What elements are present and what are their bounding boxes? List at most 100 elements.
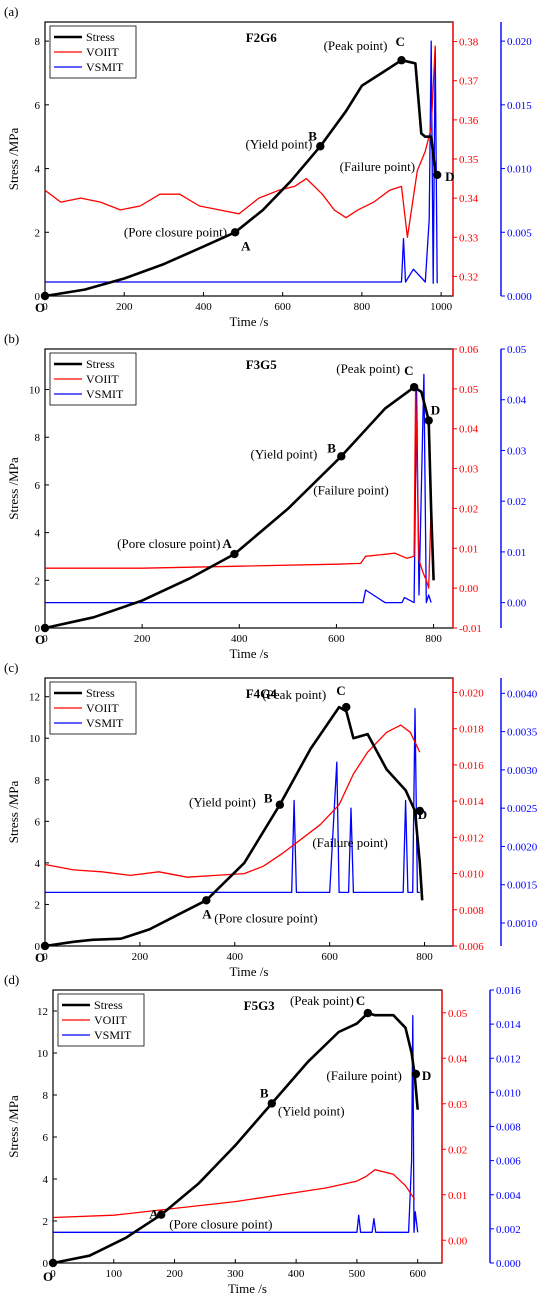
- series-line-vsmit: [53, 1014, 419, 1233]
- key-point-B: [267, 1099, 277, 1108]
- y-blue-tick-label: 0.04: [507, 395, 527, 407]
- y-left-tick-label: 6: [35, 816, 41, 828]
- panel-title: F2G6: [246, 30, 278, 45]
- x-tick-label: 300: [227, 1268, 244, 1280]
- series-line-stress: [44, 58, 439, 298]
- y-red-tick-label: 0.02: [459, 503, 478, 515]
- key-point-D: [424, 416, 433, 425]
- x-tick-label: 200: [132, 951, 149, 963]
- panel-title: F3G5: [246, 357, 278, 372]
- x-tick-label: 200: [116, 301, 133, 313]
- y-left-tick-label: 10: [37, 1048, 49, 1060]
- series-line-vsmit: [45, 40, 438, 284]
- panel-2: 0 200 400 600 800 0 2 4 6 8 10 12 0.006 0.008 0.010 0.0…: [4, 660, 538, 979]
- key-point-O: [48, 1258, 58, 1268]
- key-point-C: [409, 382, 419, 392]
- key-point-label: A: [241, 238, 251, 253]
- y-blue-tick-label: 0.005: [507, 227, 532, 239]
- key-point-label: A: [222, 536, 232, 551]
- x-tick-label: 800: [416, 951, 433, 963]
- x-tick-label: 600: [328, 633, 345, 645]
- y-blue-tick-label: 0.016: [496, 985, 521, 997]
- y-blue-tick-label: 0.02: [507, 496, 526, 508]
- y-left-tick-label: 0: [35, 291, 41, 303]
- y-red-tick-label: 0.01: [459, 543, 478, 555]
- panel-3: 0 100 200 300 400 500 600 0 2 4 6 8 10 12 0.00 0.01 0.02…: [4, 972, 521, 1296]
- series-line-stress: [44, 385, 435, 630]
- y-left-tick-label: 8: [35, 36, 41, 48]
- annotation: (Yield point): [246, 136, 313, 151]
- y-blue-tick-label: 0.015: [507, 100, 532, 112]
- x-tick-label: 0: [42, 951, 48, 963]
- y-red-tick-label: 0.32: [459, 271, 478, 283]
- y-red-tick-label: 0.35: [459, 154, 479, 166]
- y-left-tick-label: 4: [35, 164, 41, 176]
- y-red-tick-label: 0.03: [448, 1099, 468, 1111]
- x-axis-label: Time /s: [230, 646, 269, 661]
- key-point-label: D: [445, 169, 454, 184]
- y-axis-label: Stress /MPa: [6, 128, 21, 191]
- y-left-tick-label: 2: [43, 1216, 49, 1228]
- panel-0: 0 200 400 600 800 1000 0 2 4 6 8 0.32 0.33 0.34 0.35 0.…: [4, 4, 532, 329]
- key-point-label: O: [35, 300, 45, 315]
- y-blue-tick-label: 0.008: [496, 1122, 521, 1134]
- legend-entry: VOIIT: [86, 701, 119, 715]
- key-point-C: [363, 1008, 373, 1018]
- y-blue-tick-label: 0.0040: [507, 688, 538, 700]
- y-axis-label: Stress /MPa: [6, 781, 21, 844]
- legend-entry: VSMIT: [86, 387, 124, 401]
- annotation: (Peak point): [324, 38, 388, 53]
- annotation: (Pore closure point): [214, 910, 317, 925]
- key-point-A: [230, 549, 239, 559]
- x-tick-label: 100: [106, 1268, 123, 1280]
- x-tick-label: 0: [42, 301, 48, 313]
- y-left-tick-label: 2: [35, 227, 41, 239]
- x-tick-label: 400: [227, 951, 244, 963]
- legend-entry: VOIIT: [86, 45, 119, 59]
- y-blue-tick-label: 0.05: [507, 344, 527, 356]
- x-tick-label: 1000: [430, 301, 453, 313]
- x-tick-label: 0: [42, 633, 48, 645]
- y-red-tick-label: 0.008: [459, 905, 484, 917]
- y-blue-tick-label: 0.0010: [507, 918, 538, 930]
- key-point-O: [40, 291, 50, 301]
- key-point-label: C: [356, 993, 365, 1008]
- key-point-label: D: [418, 807, 427, 822]
- x-axis-label: Time /s: [230, 314, 269, 329]
- y-left-tick-label: 6: [35, 100, 41, 112]
- key-point-C: [397, 56, 406, 65]
- y-red-tick-label: 0.01: [448, 1190, 467, 1202]
- y-blue-tick-label: 0.0030: [507, 765, 538, 777]
- panel-title: F4G4: [246, 686, 278, 701]
- annotation: (Pore closure point): [117, 536, 220, 551]
- y-left-tick-label: 0: [43, 1258, 49, 1270]
- key-point-B: [337, 452, 346, 461]
- y-left-tick-label: 10: [29, 385, 41, 397]
- key-point-label: D: [422, 1068, 431, 1083]
- y-blue-tick-label: 0.00: [507, 598, 527, 610]
- legend-entry: Stress: [86, 30, 115, 44]
- key-point-A: [230, 228, 240, 237]
- key-point-label: B: [260, 1085, 269, 1100]
- x-tick-label: 800: [354, 301, 371, 313]
- y-blue-tick-label: 0.03: [507, 445, 527, 457]
- y-left-tick-label: 8: [43, 1090, 49, 1102]
- y-blue-tick-label: 0.0020: [507, 841, 538, 853]
- legend-entry: VSMIT: [86, 60, 124, 74]
- key-point-label: O: [43, 1269, 53, 1284]
- y-red-tick-label: 0.04: [459, 424, 479, 436]
- y-blue-tick-label: 0.006: [496, 1156, 521, 1168]
- series-line-vsmit: [45, 707, 420, 894]
- x-tick-label: 0: [50, 1268, 56, 1280]
- y-red-tick-label: 0.014: [459, 796, 484, 808]
- y-red-tick-label: 0.016: [459, 760, 484, 772]
- x-tick-label: 600: [321, 951, 338, 963]
- y-left-tick-label: 12: [37, 1006, 48, 1018]
- y-red-tick-label: 0.33: [459, 232, 479, 244]
- annotation: (Yield point): [189, 795, 256, 810]
- y-blue-tick-label: 0.01: [507, 547, 526, 559]
- y-blue-tick-label: 0.0015: [507, 880, 538, 892]
